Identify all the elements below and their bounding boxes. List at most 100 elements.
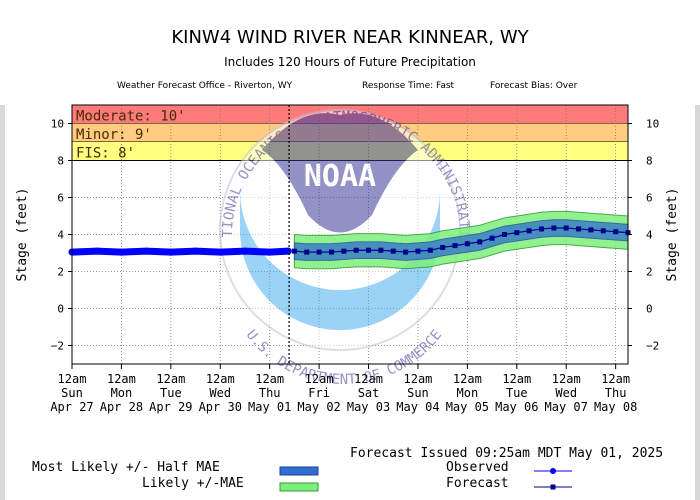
x-tick-label-0-line2: Sun	[61, 386, 83, 400]
observed-point-8	[266, 248, 274, 256]
x-tick-label-4-line2: Thu	[259, 386, 281, 400]
stage-series	[68, 225, 631, 256]
flood-category-label-2: FIS: 8'	[76, 146, 135, 162]
forecast-issued-text: Forecast Issued 09:25am MDT May 01, 2025	[350, 446, 664, 461]
forecast-point-25	[600, 228, 606, 234]
watermark-water-shape	[240, 190, 440, 330]
forecast-point-21	[551, 225, 557, 231]
noaa-watermark: NOAA NATIONAL OCEANIC AND ATMOSPHERIC AD…	[0, 0, 472, 388]
x-tick-label-5-line1: 12am	[305, 372, 334, 386]
x-tick-label-0-line3: Apr 27	[50, 400, 93, 414]
forecast-point-9	[403, 249, 409, 255]
y-tick-label-right-5: 8	[646, 155, 653, 168]
flood-category-label-0: Moderate: 10'	[76, 109, 186, 125]
x-tick-label-6-line1: 12am	[354, 372, 383, 386]
observed-point-1	[93, 247, 101, 255]
y-tick-label-right-6: 10	[646, 118, 659, 131]
y-tick-label-right-1: 0	[646, 303, 653, 316]
observed-point-3	[142, 247, 150, 255]
legend-forecast-label: Forecast	[446, 476, 509, 491]
forecast-line	[294, 227, 629, 253]
x-tick-label-7-line1: 12am	[404, 372, 433, 386]
forecast-point-10	[415, 248, 421, 254]
flood-category-label-1: Minor: 9'	[76, 127, 152, 143]
chart-title: KINW4 WIND RIVER NEAR KINNEAR, WY	[171, 27, 529, 48]
y-tick-label-left-5: 8	[57, 155, 64, 168]
forecast-point-14	[464, 241, 470, 247]
x-tick-label-11-line1: 12am	[601, 372, 630, 386]
observed-line	[68, 247, 292, 256]
forecast-point-3	[328, 249, 334, 255]
y-axis-label-right: Stage (feet)	[665, 188, 680, 282]
right-margin-strip	[695, 105, 700, 500]
observed-point-6	[216, 248, 224, 256]
y-axis-label-left: Stage (feet)	[15, 188, 30, 282]
legend-observed-label: Observed	[446, 460, 509, 475]
y-tick-label-left-0: −2	[51, 340, 64, 353]
y-tick-label-left-4: 6	[57, 192, 64, 205]
x-tick-label-3-line1: 12am	[206, 372, 235, 386]
flood-category-labels: Moderate: 10' Minor: 9' FIS: 8'	[76, 109, 186, 162]
forecast-point-7	[378, 247, 384, 253]
forecast-point-2	[316, 249, 322, 255]
x-tick-label-4-line1: 12am	[255, 372, 284, 386]
forecast-point-26	[613, 229, 619, 235]
forecast-point-17	[501, 232, 507, 237]
legend-mae-label: Likely +/-MAE	[142, 476, 244, 491]
x-tick-label-0-line1: 12am	[58, 372, 87, 386]
forecast-office: Weather Forecast Office - Riverton, WY	[117, 81, 293, 91]
x-tick-label-5-line2: Fri	[308, 386, 330, 400]
x-tick-label-10-line1: 12am	[552, 372, 581, 386]
x-tick-label-11-line3: May 08	[594, 400, 637, 414]
forecast-point-15	[477, 239, 483, 245]
observed-point-5	[192, 247, 200, 255]
x-tick-label-8-line3: May 05	[446, 400, 489, 414]
forecast-point-13	[452, 243, 458, 249]
x-tick-label-10-line3: May 07	[545, 400, 588, 414]
x-tick-label-6-line3: May 03	[347, 400, 390, 414]
x-tick-label-1-line1: 12am	[107, 372, 136, 386]
y-tick-label-left-1: 0	[57, 303, 64, 316]
x-tick-label-4-line3: May 01	[248, 400, 291, 414]
response-time: Response Time: Fast	[362, 81, 455, 91]
observed-point-9	[284, 247, 292, 255]
x-tick-label-5-line3: May 02	[297, 400, 340, 414]
x-tick-label-2-line3: Apr 29	[149, 400, 192, 414]
forecast-point-0	[291, 248, 297, 254]
y-tick-label-left-6: 10	[51, 118, 64, 131]
x-tick-label-2-line2: Tue	[160, 386, 182, 400]
plot-frame	[71, 104, 629, 365]
forecast-point-8	[390, 248, 396, 254]
forecast-point-20	[539, 226, 545, 232]
watermark-bird-shape	[262, 113, 418, 233]
forecast-point-24	[588, 227, 594, 233]
x-tick-label-7-line3: May 04	[396, 400, 439, 414]
x-tick-label-3-line3: Apr 30	[199, 400, 242, 414]
y-tick-label-right-3: 4	[646, 229, 653, 242]
forecast-point-11	[427, 247, 433, 253]
chart-subtitle: Includes 120 Hours of Future Precipitati…	[224, 55, 476, 69]
forecast-point-18	[514, 230, 520, 236]
observed-point-2	[117, 248, 125, 256]
x-tick-label-2-line1: 12am	[156, 372, 185, 386]
x-tick-label-8-line1: 12am	[453, 372, 482, 386]
forecast-point-16	[489, 235, 495, 241]
observed-point-7	[241, 247, 249, 255]
x-tick-label-1-line3: Apr 28	[100, 400, 143, 414]
x-tick-label-10-line2: Wed	[555, 386, 577, 400]
legend-half-mae-label: Most Likely +/- Half MAE	[32, 460, 220, 475]
forecast-point-4	[341, 248, 347, 254]
y-tick-label-right-0: −2	[646, 340, 659, 353]
forecast-bias: Forecast Bias: Over	[490, 81, 578, 91]
forecast-point-22	[563, 225, 569, 231]
x-tick-label-3-line2: Wed	[209, 386, 231, 400]
x-tick-label-9-line1: 12am	[502, 372, 531, 386]
forecast-point-23	[576, 226, 582, 232]
forecast-point-5	[353, 247, 359, 253]
observed-point-4	[167, 248, 175, 256]
y-tick-label-left-3: 4	[57, 229, 64, 242]
forecast-point-1	[304, 249, 310, 255]
